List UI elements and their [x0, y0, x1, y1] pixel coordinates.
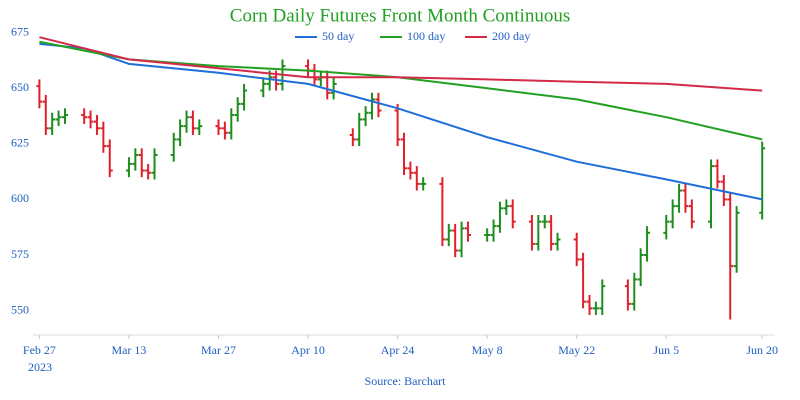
- x-tick-label: Jun 5: [653, 343, 679, 357]
- x-tick-label: Jun 20: [746, 343, 778, 357]
- moving-average-line: [39, 40, 763, 141]
- y-tick-label: 650: [11, 80, 29, 94]
- y-tick-label: 675: [11, 25, 29, 39]
- moving-average-line: [39, 42, 763, 201]
- y-tick-label: 575: [11, 247, 29, 261]
- x-tick-label: Feb 27: [23, 343, 56, 357]
- x-year-label: 2023: [28, 360, 52, 374]
- x-tick-label: May 22: [558, 343, 595, 357]
- x-tick-label: Apr 24: [381, 343, 415, 357]
- legend-label: 50 day: [322, 29, 354, 43]
- chart-title: Corn Daily Futures Front Month Continuou…: [230, 5, 570, 26]
- x-tick-label: Mar 13: [111, 343, 146, 357]
- legend-label: 100 day: [407, 29, 445, 43]
- y-tick-label: 600: [11, 191, 29, 205]
- source: Source: Barchart: [365, 374, 447, 388]
- moving-average-line: [39, 36, 763, 92]
- legend-label: 200 day: [492, 29, 530, 43]
- x-tick-label: Apr 10: [291, 343, 325, 357]
- x-tick-label: Mar 27: [201, 343, 236, 357]
- x-tick-label: May 8: [472, 343, 503, 357]
- y-tick-label: 625: [11, 136, 29, 150]
- y-tick-label: 550: [11, 302, 29, 316]
